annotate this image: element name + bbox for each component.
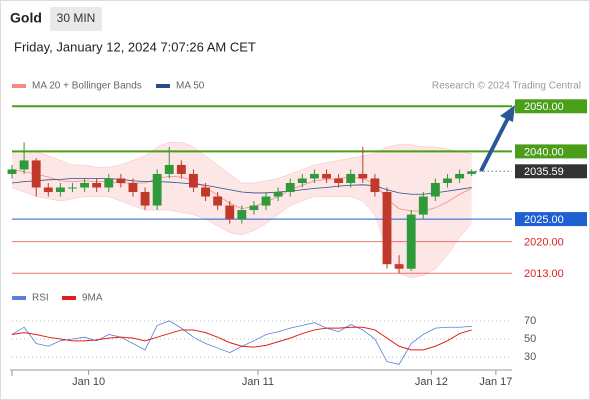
plot-layer: 2050.00 2040.00 2025.00 2020.00 2013.00 MA 20… [7,81,587,388]
y-tick-label: 70 [524,315,536,327]
candle-body [273,192,283,197]
candle-body [92,182,102,188]
interval: 30 MIN [57,11,96,25]
candle-body [406,214,416,269]
level-label-box [515,212,587,227]
candle-body [418,196,428,215]
level-label: 2050.00 [524,101,564,113]
y-tick-label: 30 [524,351,536,363]
candle-body [189,173,198,188]
level-label: 2013.00 [524,268,564,280]
level-label: 2040.00 [524,146,564,158]
candle-body [176,164,186,174]
y-tick-label: 50 [524,333,536,345]
candle-body [68,187,77,189]
candle-body [322,173,331,179]
level-label: 2025.00 [524,214,564,226]
candle-body [43,187,53,193]
candle-body [201,187,210,197]
x-tick-label: Jan 12 [415,376,448,388]
last-price-box [515,164,587,179]
candle-body [80,182,90,188]
candle-body [140,192,150,206]
candle-body [225,205,235,220]
legend-swatch [12,84,26,88]
candle-body [261,196,271,206]
datetime: Friday, January 12, 2024 7:07:26 AM CET [14,39,256,54]
legend-label: MA 20 + Bollinger Bands [32,81,142,92]
candle-body [346,173,356,183]
x-tick-label: Jan 11 [242,376,274,388]
legend-label: RSI [32,293,49,304]
forecast-arrowhead [500,105,515,122]
legend-swatch [12,296,26,300]
candle-body [467,171,477,174]
candle-body [430,182,440,197]
candle-body [7,169,17,174]
legend-label: 9MA [82,293,103,304]
candle-body [249,205,259,211]
x-tick-label: Jan 10 [72,376,105,388]
candle-body [358,173,368,179]
legend-swatch [156,84,170,88]
candle-body [370,178,380,193]
candle-body [285,182,295,193]
last-price-label: 2035.59 [524,166,564,178]
candle-body [443,178,452,183]
level-label-box [515,99,587,114]
level-label: 2020.00 [524,237,564,249]
bollinger-upper [12,142,472,184]
candle-body [309,173,319,179]
candle-body [116,178,126,183]
candle-body [382,192,392,265]
source: Research © 2024 Trading Central [432,81,581,92]
x-tick-label: Jan 17 [479,376,512,388]
candle-body [213,196,223,206]
symbol: Gold [10,10,42,26]
ma-line [11,178,472,195]
candle-body [164,164,174,174]
candle-body [152,173,162,206]
indicator-line [11,326,472,351]
level-label-box [515,144,587,159]
candle-body [455,173,465,179]
candle-body [55,187,65,193]
candle-body [31,160,41,188]
candle-body [334,178,344,183]
candle-body [128,182,138,193]
legend-swatch [62,296,76,300]
candle-body [394,264,404,269]
interval-badge [50,7,102,31]
candle-body [297,178,307,183]
candle-body [237,210,247,220]
candle-body [19,160,29,170]
candle-body [104,178,114,188]
legend-label: MA 50 [176,81,205,92]
forecast-arrow [479,117,510,172]
